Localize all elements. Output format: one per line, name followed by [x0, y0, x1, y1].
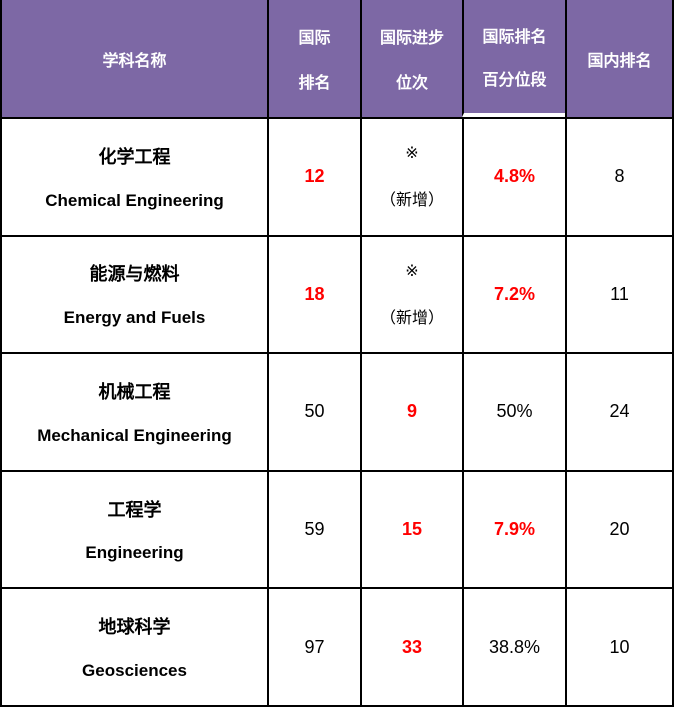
intl-rank-cell: 50: [267, 352, 360, 470]
header-domestic-label: 国内排名: [587, 52, 652, 70]
subject-cell: 机械工程 Mechanical Engineering: [2, 352, 267, 470]
subject-cell: 能源与燃料 Energy and Fuels: [2, 234, 267, 353]
subject-name-zh: 能源与燃料: [89, 264, 180, 285]
progress-line1: 15: [401, 519, 423, 540]
subject-name-en: Chemical Engineering: [45, 190, 224, 210]
intl-rank-value: 50: [304, 401, 325, 422]
header-intl-rank-line1: 国际: [298, 29, 331, 47]
header-progress-line1: 国际进步: [379, 29, 444, 47]
percentile-value: 4.8%: [493, 166, 536, 187]
percentile-cell: 38.8%: [462, 587, 565, 705]
percentile-cell: 4.8%: [462, 117, 565, 235]
subject-name-zh: 机械工程: [98, 382, 171, 403]
domestic-rank-value: 24: [609, 401, 630, 422]
intl-rank-value: 12: [304, 166, 325, 187]
header-intl-rank: 国际 排名: [267, 0, 360, 117]
progress-line2: （新增）: [379, 192, 444, 210]
intl-rank-value: 59: [304, 519, 325, 540]
progress-line1: ※: [405, 145, 419, 163]
domestic-rank-cell: 20: [565, 469, 672, 588]
progress-line1: 33: [401, 636, 423, 657]
percentile-cell: 7.9%: [462, 469, 565, 588]
intl-rank-cell: 18: [267, 234, 360, 353]
subject-cell: 工程学 Engineering: [2, 469, 267, 588]
subject-name-zh: 工程学: [107, 499, 162, 520]
percentile-value: 7.2%: [493, 283, 536, 304]
header-progress-line2: 位次: [395, 75, 428, 93]
intl-rank-cell: 12: [267, 117, 360, 235]
subject-cell: 化学工程 Chemical Engineering: [2, 117, 267, 235]
domestic-rank-cell: 11: [565, 234, 672, 353]
percentile-value: 38.8%: [488, 636, 541, 657]
subject-name-en: Engineering: [85, 543, 184, 563]
header-progress: 国际进步 位次: [360, 0, 462, 117]
intl-rank-value: 18: [304, 283, 325, 304]
domestic-rank-cell: 24: [565, 352, 672, 470]
percentile-value: 50%: [496, 401, 533, 422]
domestic-rank-cell: 10: [565, 587, 672, 705]
progress-cell: ※ （新增）: [360, 234, 462, 353]
subject-name-en: Mechanical Engineering: [37, 425, 232, 445]
intl-rank-cell: 59: [267, 469, 360, 588]
percentile-cell: 50%: [462, 352, 565, 470]
progress-line2: （新增）: [379, 309, 444, 327]
intl-rank-cell: 97: [267, 587, 360, 705]
domestic-rank-value: 10: [609, 636, 630, 657]
header-domestic: 国内排名: [565, 0, 672, 117]
progress-cell: 15: [360, 469, 462, 588]
domestic-rank-value: 8: [614, 166, 625, 187]
header-percentile: 国际排名 百分位段: [462, 0, 565, 117]
progress-cell: 33: [360, 587, 462, 705]
header-subject-label: 学科名称: [102, 52, 167, 70]
header-subject: 学科名称: [2, 0, 267, 117]
progress-line1: ※: [405, 262, 419, 280]
subject-cell: 地球科学 Geosciences: [2, 587, 267, 705]
header-intl-rank-line2: 排名: [298, 75, 331, 93]
progress-line1: 9: [406, 401, 417, 422]
intl-rank-value: 97: [304, 636, 325, 657]
progress-cell: ※ （新增）: [360, 117, 462, 235]
domestic-rank-cell: 8: [565, 117, 672, 235]
header-percentile-line2: 百分位段: [482, 72, 547, 90]
percentile-value: 7.9%: [493, 519, 536, 540]
percentile-cell: 7.2%: [462, 234, 565, 353]
domestic-rank-value: 20: [609, 519, 630, 540]
progress-cell: 9: [360, 352, 462, 470]
subject-name-en: Geosciences: [82, 661, 187, 681]
subject-name-zh: 地球科学: [98, 617, 171, 638]
domestic-rank-value: 11: [610, 283, 629, 304]
subject-name-zh: 化学工程: [98, 146, 171, 167]
subject-name-en: Energy and Fuels: [63, 308, 206, 328]
header-percentile-line1: 国际排名: [482, 28, 547, 46]
